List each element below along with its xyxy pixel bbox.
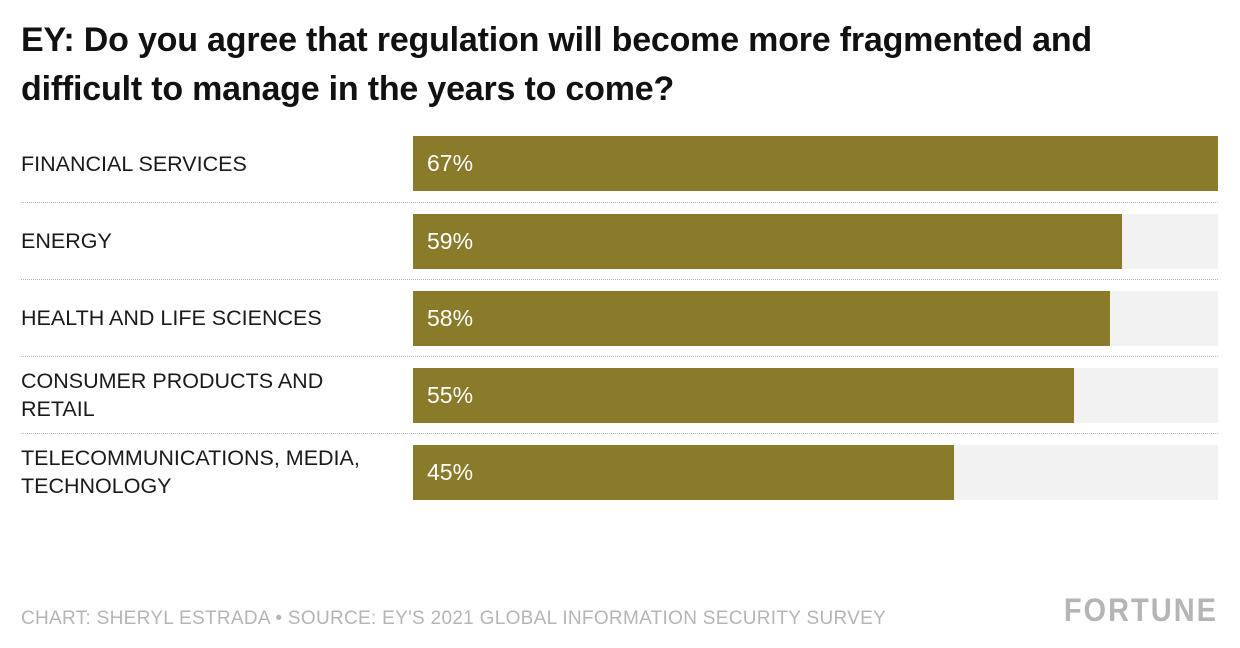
chart-row-energy: ENERGY 59% [21,202,1218,279]
bar-telecommunications-media-technology: 45% [413,444,954,500]
chart-footer: CHART: SHERYL ESTRADA • SOURCE: EY'S 202… [21,581,1218,630]
bar-track: 55% [413,367,1218,423]
bar-track: 45% [413,444,1218,500]
value-label: 59% [427,227,474,254]
category-label: FINANCIAL SERVICES [21,151,247,176]
bar-track: 67% [413,136,1218,192]
bar-consumer-products-and-retail: 55% [413,367,1074,423]
category-label: TELECOMMUNICATIONS, MEDIA, TECHNOLOGY [21,445,360,499]
fortune-logo: FORTUNE [1063,593,1218,629]
bar-health-and-life-sciences: 58% [413,290,1110,346]
value-label: 58% [427,304,474,331]
chart-row-consumer-products-and-retail: CONSUMER PRODUCTS AND RETAIL 55% [21,356,1218,433]
category-label: ENERGY [21,229,112,254]
bar-chart: FINANCIAL SERVICES 67% ENERGY 59% HEALTH… [21,125,1218,510]
bar-energy: 59% [413,213,1122,269]
value-label: 55% [427,381,474,408]
value-label: 45% [427,458,474,485]
credit-line: CHART: SHERYL ESTRADA • SOURCE: EY'S 202… [21,608,887,629]
chart-row-health-and-life-sciences: HEALTH AND LIFE SCIENCES 58% [21,279,1218,356]
category-label: CONSUMER PRODUCTS AND RETAIL [21,368,324,422]
bar-financial-services: 67% [413,136,1218,192]
bar-track: 59% [413,213,1218,269]
chart-row-financial-services: FINANCIAL SERVICES 67% [21,125,1218,202]
chart-row-telecommunications-media-technology: TELECOMMUNICATIONS, MEDIA, TECHNOLOGY 45… [21,433,1218,510]
bar-track: 58% [413,290,1218,346]
category-label: HEALTH AND LIFE SCIENCES [21,306,322,331]
chart-title: EY: Do you agree that regulation will be… [21,21,1092,108]
value-label: 67% [427,150,474,177]
